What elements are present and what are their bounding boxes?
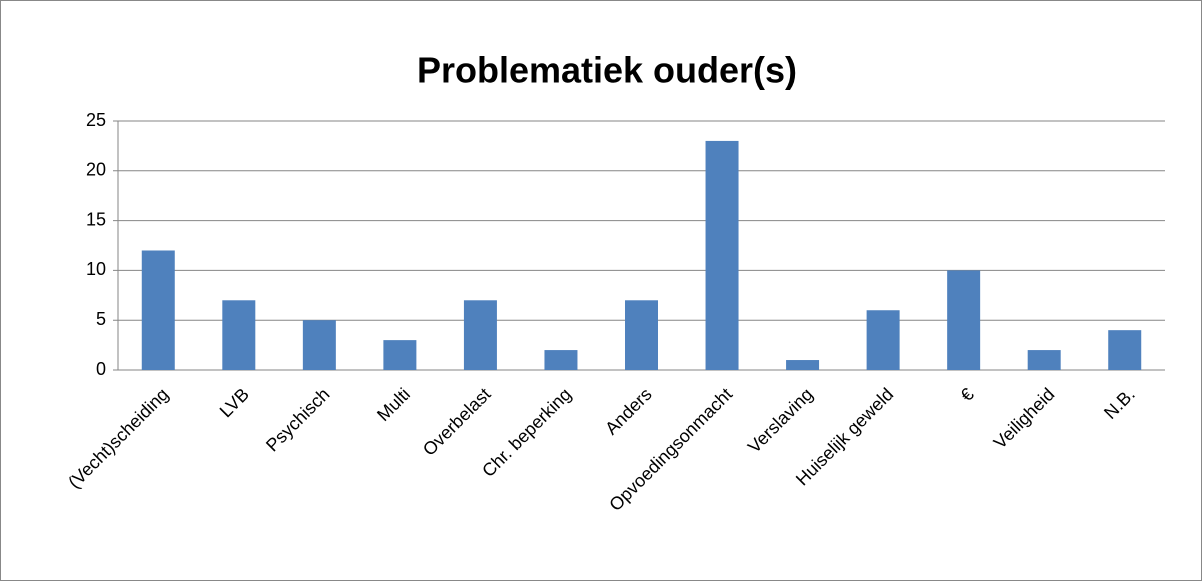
bar — [786, 360, 820, 370]
y-tick-label: 15 — [86, 209, 106, 229]
bar — [947, 270, 981, 370]
y-tick-label: 20 — [86, 160, 106, 180]
chart-title: Problematiek ouder(s) — [417, 50, 797, 91]
bar — [544, 350, 578, 370]
bar — [705, 140, 739, 370]
bar — [222, 300, 256, 370]
bar — [866, 310, 900, 370]
y-tick-label: 25 — [86, 110, 106, 130]
y-tick-label: 5 — [96, 309, 106, 329]
bar — [1027, 350, 1061, 370]
bar — [625, 300, 658, 370]
y-tick-label: 0 — [96, 359, 106, 379]
bar — [383, 340, 417, 370]
bar — [463, 300, 497, 370]
bar — [1108, 330, 1142, 370]
bar — [141, 250, 175, 370]
bar — [302, 320, 336, 370]
y-tick-label: 10 — [86, 259, 106, 279]
